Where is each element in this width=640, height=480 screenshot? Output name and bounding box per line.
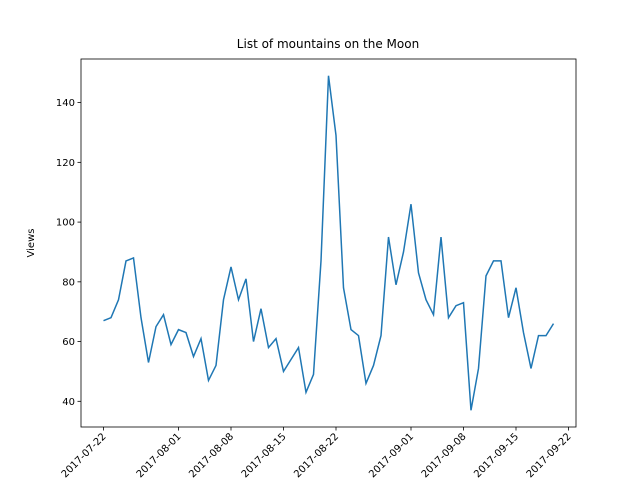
y-tick-label: 120 xyxy=(56,158,75,169)
y-axis-label: Views xyxy=(26,229,37,258)
x-tick-label: 2017-09-15 xyxy=(472,431,521,480)
x-tick-label: 2017-08-08 xyxy=(187,431,236,480)
y-tick-label: 140 xyxy=(56,98,75,109)
y-tick-label: 40 xyxy=(62,397,75,408)
x-tick-label: 2017-08-22 xyxy=(292,431,341,480)
line xyxy=(103,75,555,411)
y-tick-label: 80 xyxy=(62,277,75,288)
x-tick-label: 2017-08-15 xyxy=(240,431,289,480)
x-tick-label: 2017-09-01 xyxy=(367,431,416,480)
y-tick-label: 60 xyxy=(62,337,75,348)
x-tick-label: 2017-09-22 xyxy=(525,431,574,480)
y-tick-label: 100 xyxy=(56,218,75,229)
x-tick-label: 2017-08-01 xyxy=(135,431,184,480)
plot-frame xyxy=(80,58,577,428)
x-tick-label: 2017-09-08 xyxy=(420,431,469,480)
chart-title: List of mountains on the Moon xyxy=(237,37,419,51)
x-tick-label: 2017-07-22 xyxy=(60,431,109,480)
